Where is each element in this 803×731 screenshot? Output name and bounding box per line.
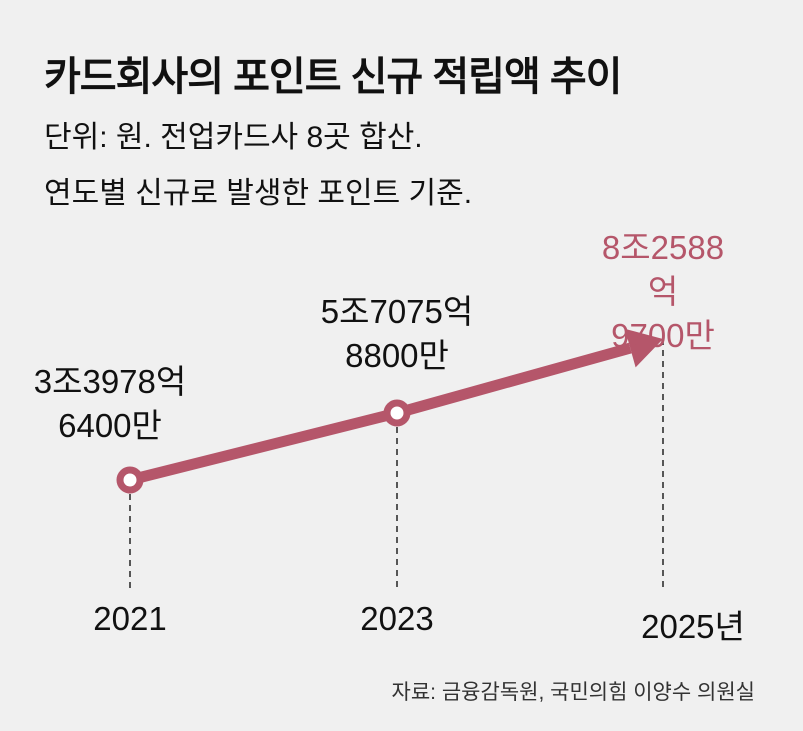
arrow-head xyxy=(624,328,663,368)
subtitle-basis: 연도별 신규로 발생한 포인트 기준. xyxy=(44,177,473,210)
chart-title: 카드회사의 포인트 신규 적립액 추이 xyxy=(44,55,622,99)
data-label-2023: 5조7075억 8800만 xyxy=(321,290,474,378)
data-label-2025년: 8조2588억 9700만 xyxy=(593,226,733,358)
data-label-line: 5조7075억 xyxy=(320,293,474,330)
subtitle-unit: 단위: 원. 전업카드사 8곳 합산. xyxy=(44,121,423,154)
data-label-line: 3조3978억 xyxy=(33,363,187,400)
data-point-2023 xyxy=(383,399,411,427)
source-note: 자료: 금융감독원, 국민의힘 이양수 의원실 xyxy=(391,681,755,704)
data-label-line: 8조2588억 xyxy=(601,229,725,310)
x-tick-label: 2023 xyxy=(360,600,434,637)
x-tick-label: 2021 xyxy=(93,600,167,637)
data-label-line: 6400만 xyxy=(58,407,162,444)
x-tick-label: 2025년 xyxy=(641,608,745,645)
data-label-line: 9700만 xyxy=(611,317,715,354)
data-label-2021: 3조3978억 6400만 xyxy=(34,360,187,448)
data-point-2021 xyxy=(116,466,144,494)
data-label-line: 8800만 xyxy=(345,337,449,374)
